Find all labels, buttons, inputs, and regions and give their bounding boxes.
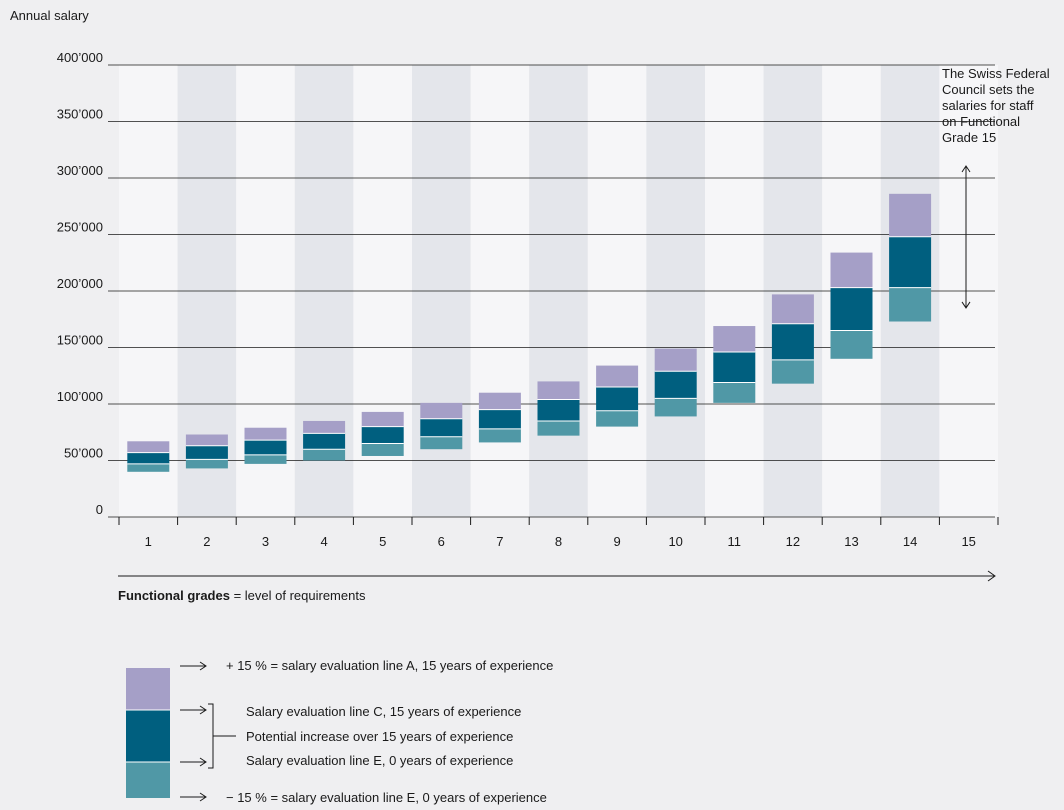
bar-segment-line-e-minus: [420, 436, 463, 450]
bar-segment-line-e-minus: [361, 443, 404, 456]
legend-label-potential: Potential increase over 15 years of expe…: [246, 729, 514, 744]
bar-segment-potential: [889, 236, 932, 288]
bar-segment-line-e-minus: [127, 463, 170, 472]
y-tick-label: 300’000: [57, 163, 103, 178]
legend-label-line-a: + 15 % = salary evaluation line A, 15 ye…: [226, 658, 554, 673]
note-line: Council sets the: [942, 82, 1035, 97]
bar-segment-line-e-minus: [478, 428, 521, 443]
bar-segment-line-e-minus: [185, 459, 228, 469]
x-tick-label: 9: [613, 534, 620, 549]
bar-segment-potential: [654, 371, 697, 399]
annotation-arrows: [961, 165, 971, 309]
bar-segment-line-e-minus: [889, 287, 932, 322]
bar-segment-potential: [244, 440, 287, 455]
bar-segment-line-a: [303, 420, 346, 434]
y-tick-label: 400’000: [57, 50, 103, 65]
bar-segment-line-e-minus: [537, 420, 580, 436]
annotation-arrow-head-up: [961, 165, 971, 173]
y-tick-label: 0: [96, 502, 103, 517]
bar-segment-line-a: [420, 402, 463, 419]
bar-segment-line-a: [596, 365, 639, 388]
bar-segment-line-a: [771, 294, 814, 324]
bar-segment-line-e-minus: [713, 382, 756, 403]
bar-segment-line-e-minus: [654, 398, 697, 417]
x-tick-label: 10: [668, 534, 682, 549]
legend-arrow-line-c-head: [199, 705, 207, 715]
bar-segment-line-a: [537, 381, 580, 400]
bar-segment-potential: [303, 433, 346, 450]
x-tick-label: 14: [903, 534, 917, 549]
bar-segment-potential: [478, 409, 521, 429]
x-tick-label: 6: [438, 534, 445, 549]
legend-bracket: [208, 703, 214, 769]
bar-segment-potential: [596, 387, 639, 411]
x-tick-label: 1: [145, 534, 152, 549]
y-tick-label: 50’000: [64, 446, 103, 461]
y-tick-label: 250’000: [57, 220, 103, 235]
x-tick-label: 11: [728, 534, 742, 549]
x-tick-label: 7: [496, 534, 503, 549]
x-axis-title-rest: = level of requirements: [229, 588, 366, 603]
legend-label-line-c: Salary evaluation line C, 15 years of ex…: [246, 704, 522, 719]
bar-segment-potential: [185, 445, 228, 460]
bar-segment-line-e-minus: [244, 454, 287, 464]
bar-segment-line-e-minus: [771, 359, 814, 384]
bar-segment-line-a: [654, 348, 697, 372]
x-tick-label: 15: [961, 534, 975, 549]
bar-segment-potential: [771, 323, 814, 360]
x-tick-label: 4: [320, 534, 327, 549]
note-line: on Functional: [942, 114, 1021, 129]
bar-segment-line-e-minus: [303, 449, 346, 461]
legend-arrow-line-e-minus-head: [199, 792, 207, 802]
y-axis-title: Annual salary: [10, 8, 89, 23]
x-axis-title: Functional grades = level of requirement…: [118, 588, 365, 604]
note-line: salaries for staff: [942, 98, 1034, 113]
y-tick-label: 200’000: [57, 276, 103, 291]
bar-segment-line-a: [713, 326, 756, 353]
legend-swatch-line-a: [126, 668, 170, 710]
salary-bars: [127, 193, 932, 472]
bar-segment-line-a: [830, 252, 873, 288]
x-tick-label: 13: [844, 534, 858, 549]
note-line: The Swiss Federal: [942, 66, 1050, 81]
y-tick-label: 100’000: [57, 389, 103, 404]
y-tick-label: 350’000: [57, 107, 103, 122]
bar-segment-line-e-minus: [596, 410, 639, 427]
x-tick-label: 8: [555, 534, 562, 549]
x-tick-label: 5: [379, 534, 386, 549]
legend-swatch-line-e-minus: [126, 762, 170, 798]
x-tick-label: 12: [786, 534, 800, 549]
bar-segment-line-a: [244, 427, 287, 441]
grade-15-note: The Swiss Federal Council sets the salar…: [942, 66, 1050, 146]
bar-segment-line-a: [127, 441, 170, 453]
bar-segment-potential: [420, 418, 463, 437]
bar-segment-potential: [537, 399, 580, 421]
note-line: Grade 15: [942, 130, 997, 145]
bar-segment-potential: [127, 452, 170, 464]
axis-ticks: 1 2 3 4 5 6 7 8 9 10 11 12 13 14 15: [118, 517, 999, 582]
bar-segment-line-a: [889, 193, 932, 237]
x-axis-arrow-head: [987, 570, 996, 582]
legend-label-line-e-minus: − 15 % = salary evaluation line E, 0 yea…: [226, 790, 547, 805]
bar-segment-line-a: [478, 392, 521, 410]
legend-graphic: [126, 661, 236, 802]
x-tick-label: 2: [203, 534, 210, 549]
bar-segment-line-e-minus: [830, 330, 873, 359]
x-axis-title-bold: Functional grades: [118, 588, 230, 603]
bar-segment-potential: [361, 426, 404, 444]
legend-arrow-line-a-head: [199, 661, 207, 671]
bar-segment-potential: [713, 352, 756, 383]
y-tick-label: 150’000: [57, 333, 103, 348]
annotation-arrow-head-down: [961, 301, 971, 309]
bar-segment-line-a: [361, 411, 404, 427]
x-tick-label: 3: [262, 534, 269, 549]
legend-arrow-line-e-head: [199, 757, 207, 767]
bar-segment-line-a: [185, 434, 228, 446]
legend-label-line-e: Salary evaluation line E, 0 years of exp…: [246, 753, 514, 768]
bar-segment-potential: [830, 287, 873, 331]
legend-swatch-potential: [126, 710, 170, 762]
